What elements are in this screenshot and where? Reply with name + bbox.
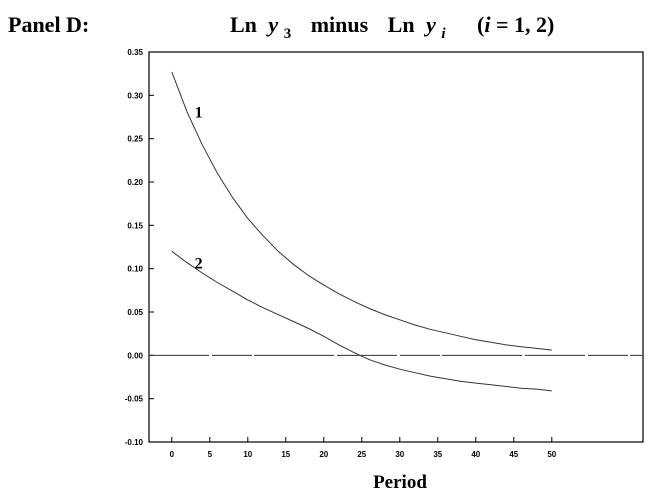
y-tick-label: 0.25	[127, 135, 143, 144]
y-tick-label: 0.20	[127, 178, 143, 187]
x-tick-label: 45	[509, 450, 518, 459]
x-tick-label: 30	[395, 450, 404, 459]
x-tick-label: 0	[170, 450, 175, 459]
x-tick-label: 5	[208, 450, 213, 459]
series-line-1	[171, 71, 552, 351]
x-tick-label: 40	[471, 450, 480, 459]
y-tick-label: 0.00	[127, 351, 143, 360]
y-tick-label: -0.05	[125, 395, 144, 404]
y-tick-label: 0.05	[127, 308, 143, 317]
panel-label: Panel D:	[8, 12, 89, 37]
x-tick-label: 35	[433, 450, 442, 459]
y-tick-label: 0.10	[127, 265, 143, 274]
y-axis: -0.10 -0.05 0.00 0.05 0.10 0.15 0.20 0.25 0.30 0.…	[125, 48, 154, 447]
series-label-2: 2	[195, 255, 203, 272]
series-label-1: 1	[195, 105, 203, 122]
x-axis-label: Period	[373, 472, 427, 493]
y-tick-label: -0.10	[125, 438, 144, 447]
x-tick-label: 25	[357, 450, 366, 459]
y-tick-label: 0.35	[127, 48, 143, 57]
x-axis: 0 5 10 15 20 25 30 35 40 45 50	[170, 437, 557, 459]
x-tick-label: 10	[243, 450, 252, 459]
x-tick-label: 20	[319, 450, 328, 459]
series-line-2	[171, 250, 552, 392]
y-tick-label: 0.15	[127, 221, 143, 230]
chart-title: Ln y 3 minus Ln y i (i = 1, 2)	[230, 12, 554, 43]
y-tick-label: 0.30	[127, 91, 143, 100]
x-tick-label: 50	[547, 450, 556, 459]
x-tick-label: 15	[281, 450, 290, 459]
series-group: 12	[171, 71, 552, 392]
plot-frame	[148, 51, 644, 443]
